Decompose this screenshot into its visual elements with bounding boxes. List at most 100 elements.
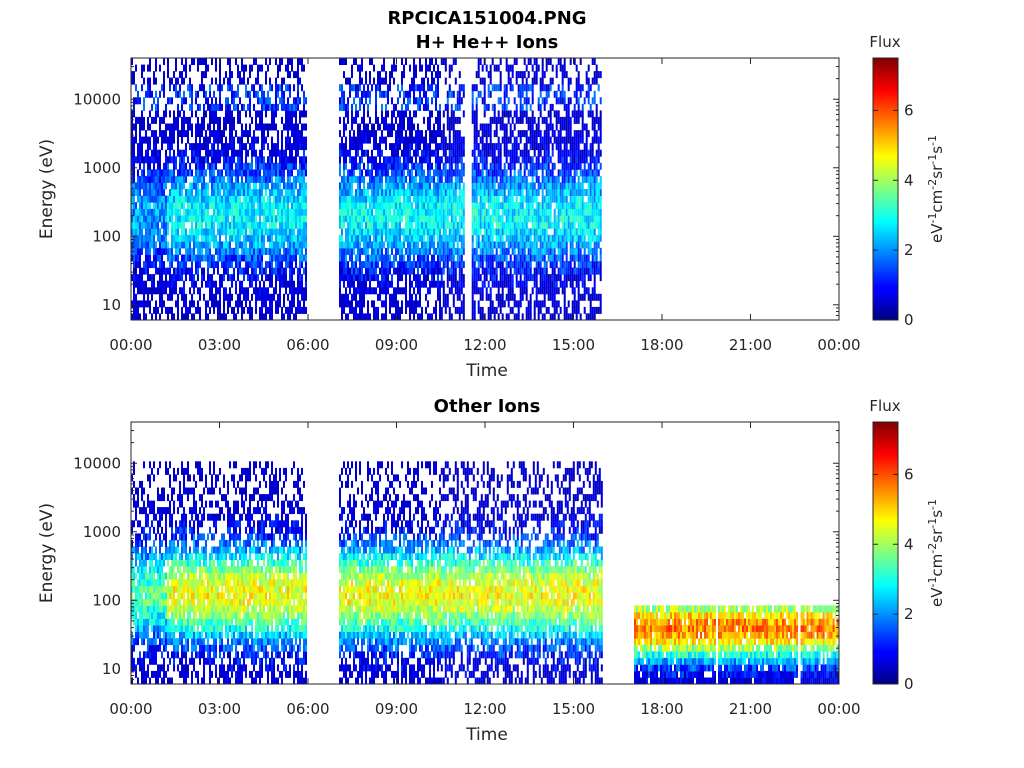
spectrogram-cell	[259, 84, 261, 92]
spectrogram-cell	[147, 136, 149, 144]
spectrogram-cell	[437, 280, 439, 288]
spectrogram-cell	[261, 208, 263, 216]
spectrogram-cell	[503, 202, 506, 210]
spectrogram-cell	[149, 247, 151, 255]
spectrogram-cell	[367, 208, 369, 216]
spectrogram-cell	[479, 156, 482, 164]
spectrogram-cell	[409, 156, 411, 164]
spectrogram-cell	[167, 202, 169, 210]
spectrogram-cell	[487, 247, 490, 255]
spectrogram-cell	[265, 58, 267, 65]
spectrogram-cell	[161, 287, 163, 295]
spectrogram-cell	[199, 103, 201, 111]
spectrogram-cell	[151, 228, 153, 236]
spectrogram-cell	[293, 71, 295, 79]
spectrogram-cell	[267, 123, 269, 131]
spectrogram-cell	[297, 274, 299, 282]
spectrogram-cell	[437, 84, 439, 92]
spectrogram-cell	[513, 182, 516, 190]
spectrogram-cell	[444, 169, 447, 177]
spectrogram-cell	[385, 202, 387, 210]
spectrogram-cell	[261, 143, 263, 151]
spectrogram-cell	[287, 97, 289, 105]
spectrogram-cell	[439, 116, 441, 124]
spectrogram-cell	[481, 77, 484, 85]
spectrogram-cell	[369, 215, 371, 223]
spectrogram-cell	[245, 221, 247, 229]
spectrogram-cell	[471, 175, 474, 183]
spectrogram-cell	[211, 234, 213, 242]
spectrogram-cell	[163, 130, 165, 138]
spectrogram-cell	[395, 169, 397, 177]
spectrogram-cell	[291, 215, 293, 223]
spectrogram-cell	[487, 195, 490, 203]
spectrogram-cell	[367, 162, 369, 170]
spectrogram-cell	[411, 116, 413, 124]
spectrogram-cell	[191, 143, 193, 151]
spectrogram-cell	[458, 116, 461, 124]
spectrogram-cell	[501, 175, 504, 183]
spectrogram-cell	[247, 221, 249, 229]
spectrogram-cell	[139, 221, 141, 229]
spectrogram-cell	[287, 241, 289, 249]
spectrogram-cell	[393, 169, 395, 177]
spectrogram-cell	[269, 175, 271, 183]
spectrogram-cell	[239, 110, 241, 118]
spectrogram-cell	[423, 156, 425, 164]
spectrogram-cell	[391, 195, 393, 203]
spectrogram-cell	[383, 136, 385, 144]
spectrogram-cell	[446, 156, 449, 164]
spectrogram-cell	[401, 175, 403, 183]
spectrogram-cell	[133, 162, 135, 170]
spectrogram-cell	[215, 247, 217, 255]
spectrogram-cell	[503, 90, 506, 98]
spectrogram-cell	[448, 241, 451, 249]
spectrogram-cell	[267, 228, 269, 236]
spectrogram-cell	[439, 287, 441, 295]
spectrogram-cell	[183, 182, 185, 190]
spectrogram-cell	[347, 175, 349, 183]
spectrogram-cell	[201, 234, 203, 242]
spectrogram-cell	[437, 254, 439, 262]
spectrogram-cell	[285, 247, 287, 255]
spectrogram-cell	[452, 149, 455, 157]
spectrogram-cell	[271, 228, 273, 236]
spectrogram-cell	[479, 202, 482, 210]
spectrogram-cell	[343, 280, 345, 288]
spectrogram-cell	[399, 208, 401, 216]
spectrogram-cell	[515, 195, 518, 203]
spectrogram-cell	[519, 97, 522, 105]
spectrogram-cell	[197, 306, 199, 314]
spectrogram-cell	[357, 228, 359, 236]
spectrogram-cell	[385, 287, 387, 295]
spectrogram-cell	[173, 136, 175, 144]
spectrogram-cell	[159, 241, 161, 249]
spectrogram-cell	[203, 234, 205, 242]
spectrogram-cell	[227, 274, 229, 282]
spectrogram-cell	[233, 274, 235, 282]
spectrogram-cell	[287, 110, 289, 118]
spectrogram-cell	[361, 97, 363, 105]
spectrogram-cell	[297, 143, 299, 151]
spectrogram-cell	[231, 254, 233, 262]
spectrogram-cell	[297, 306, 299, 314]
spectrogram-cell	[393, 267, 395, 275]
spectrogram-cell	[407, 90, 409, 98]
spectrogram-cell	[149, 110, 151, 118]
spectrogram-cell	[291, 103, 293, 111]
spectrogram-cell	[191, 90, 193, 98]
spectrogram-cell	[489, 221, 492, 229]
spectrogram-cell	[509, 149, 512, 157]
spectrogram-cell	[143, 162, 145, 170]
spectrogram-cell	[165, 228, 167, 236]
spectrogram-cell	[141, 208, 143, 216]
spectrogram-cell	[444, 103, 447, 111]
spectrogram-cell	[387, 215, 389, 223]
spectrogram-cell	[397, 84, 399, 92]
spectrogram-cell	[213, 195, 215, 203]
spectrogram-cell	[343, 208, 345, 216]
spectrogram-cell	[139, 261, 141, 269]
spectrogram-cell	[235, 175, 237, 183]
spectrogram-cell	[145, 208, 147, 216]
spectrogram-cell	[287, 189, 289, 196]
